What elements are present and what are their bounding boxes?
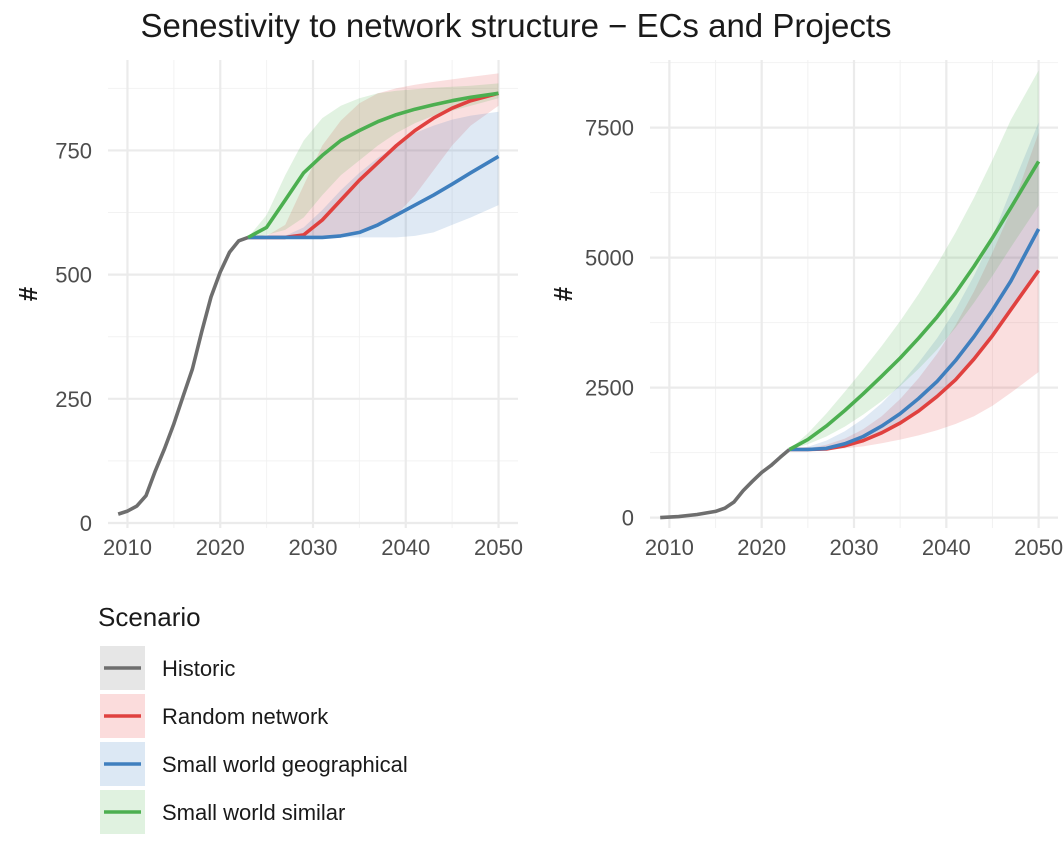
y-tick-label: 500: [55, 263, 92, 288]
x-tick-label: 2050: [474, 535, 523, 560]
x-tick-label: 2040: [922, 535, 971, 560]
line-historic: [660, 448, 791, 520]
ribbon-small-world-geographical: [789, 122, 1039, 450]
chart-title: Senestivity to network structure − ECs a…: [140, 7, 891, 44]
legend-label: Small world geographical: [162, 752, 408, 777]
ribbon-small-world-geographical: [248, 111, 499, 238]
x-tick-label: 2020: [196, 535, 245, 560]
x-tick-label: 2010: [103, 535, 152, 560]
y-tick-label: 5000: [585, 246, 634, 271]
y-tick-label: 0: [80, 511, 92, 536]
x-tick-label: 2050: [1014, 535, 1063, 560]
x-tick-label: 2040: [381, 535, 430, 560]
y-tick-label: 750: [55, 138, 92, 163]
y-tick-label: 0: [622, 506, 634, 531]
line-small-world-similar: [247, 91, 499, 239]
y-tick-label: 250: [55, 387, 92, 412]
legend: Scenario Historic Random network Small wor…: [98, 602, 408, 834]
x-tick-label: 2010: [645, 535, 694, 560]
legend-title: Scenario: [98, 602, 201, 632]
x-tick-label: 2020: [737, 535, 786, 560]
line-small-world-similar: [788, 160, 1041, 452]
legend-label: Historic: [162, 656, 235, 681]
y-tick-label: 7500: [585, 116, 634, 141]
line-small-world-geographical: [248, 154, 500, 240]
y-axis-title: #: [13, 286, 43, 301]
y-tick-label: 2500: [585, 376, 634, 401]
ribbon-small-world-similar: [789, 70, 1039, 450]
legend-label: Random network: [162, 704, 329, 729]
right-panel: 2010 2020 2030 2040 2050 0 2500 5000 7500 #: [548, 60, 1063, 560]
line-historic: [117, 235, 249, 516]
legend-label: Small world similar: [162, 800, 345, 825]
ribbon-small-world-similar: [248, 83, 499, 238]
line-small-world-geographical: [789, 228, 1041, 452]
y-axis-title: #: [548, 286, 578, 301]
left-panel: 2010 2020 2030 2040 2050 0 250 500 750 #: [13, 60, 523, 560]
ribbon-random-network: [789, 132, 1039, 450]
x-tick-label: 2030: [830, 535, 879, 560]
ribbon-random-network: [248, 73, 499, 238]
x-tick-label: 2030: [289, 535, 338, 560]
